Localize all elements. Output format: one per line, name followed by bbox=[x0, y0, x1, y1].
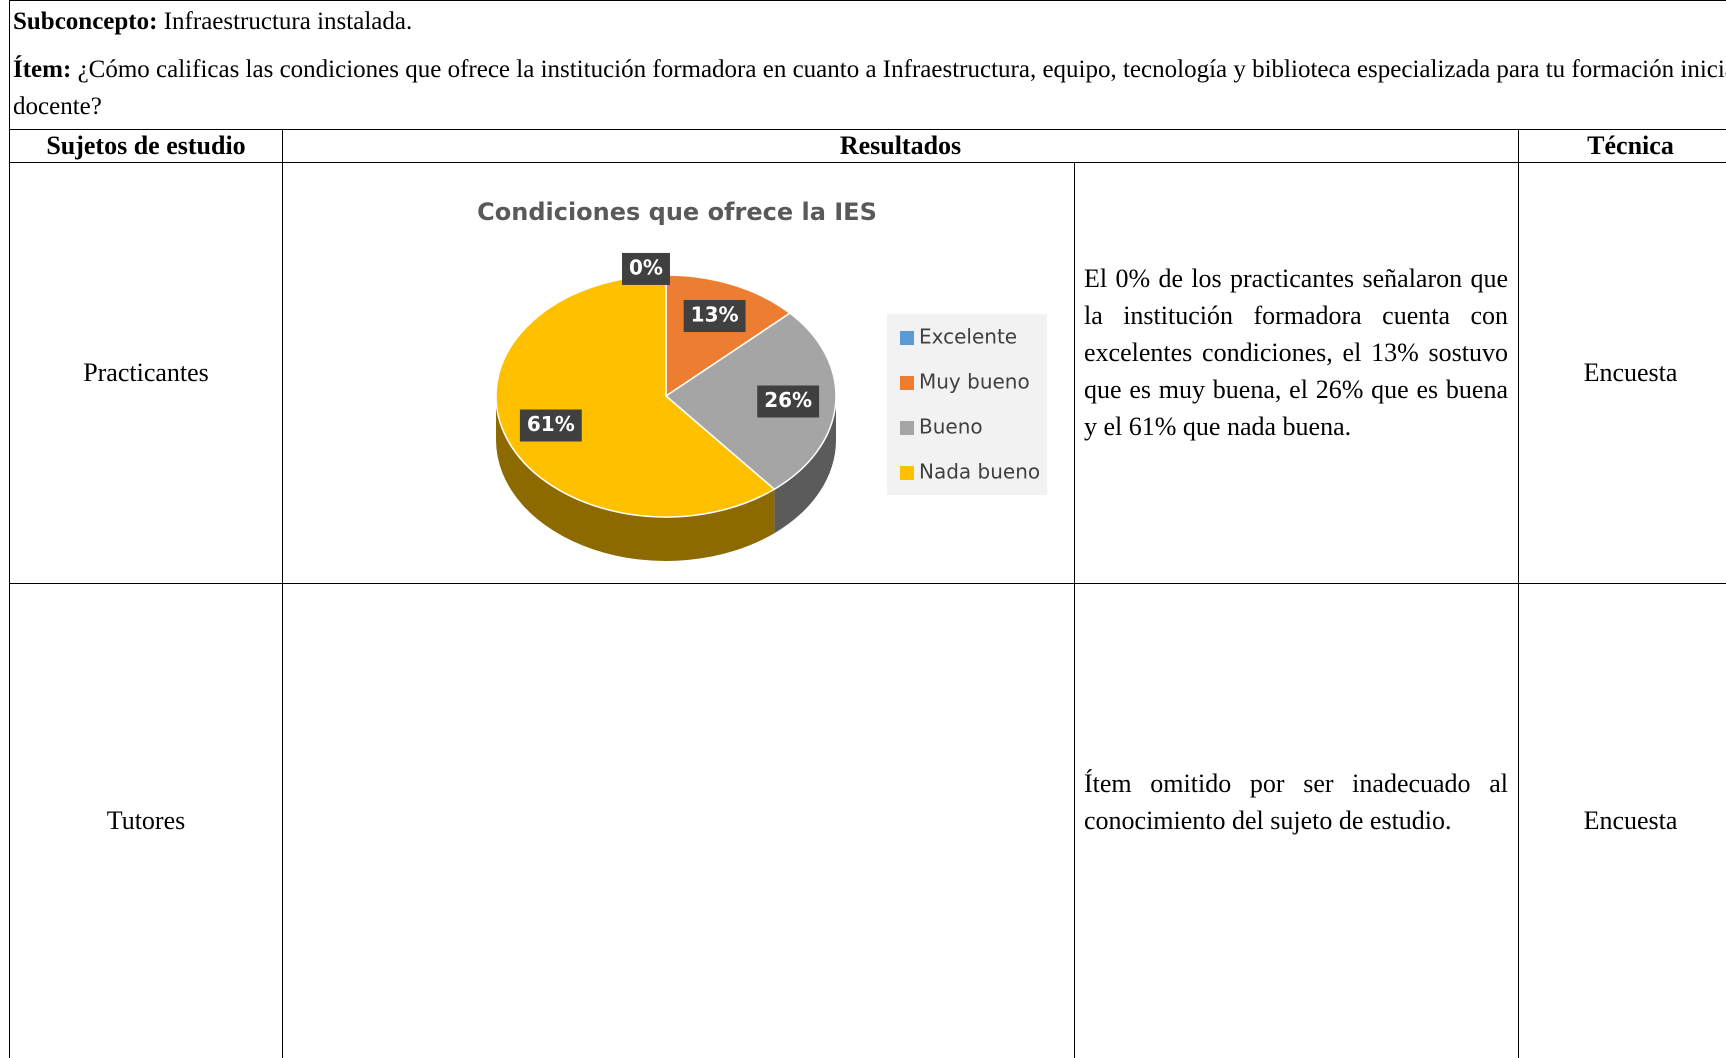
chart: Condiciones que ofrece la IES 0% 13% 26% 61%… bbox=[477, 198, 1047, 561]
border bbox=[9, 129, 1726, 130]
data-label: 0% bbox=[629, 255, 663, 279]
legend-label: Excelente bbox=[919, 325, 1017, 349]
border bbox=[9, 162, 1726, 163]
data-label-box bbox=[683, 300, 746, 333]
border bbox=[9, 0, 1726, 1]
data-label-box bbox=[519, 409, 582, 442]
data-label-box bbox=[757, 385, 820, 418]
data-label: 13% bbox=[691, 303, 739, 327]
column-header: Técnica bbox=[1587, 131, 1674, 160]
value: ¿Cómo calificas las condiciones que ofre… bbox=[13, 56, 1726, 120]
column-header: Sujetos de estudio bbox=[46, 131, 246, 160]
legend-label: Muy bueno bbox=[919, 370, 1030, 394]
border bbox=[282, 129, 283, 1058]
slice bbox=[664, 312, 837, 491]
chart-title: Condiciones que ofrece la IES bbox=[477, 198, 877, 226]
legend-label: Nada bueno bbox=[919, 460, 1040, 484]
subject: Tutores bbox=[106, 806, 186, 835]
border bbox=[9, 583, 1726, 584]
border bbox=[9, 0, 10, 1058]
border bbox=[1074, 162, 1075, 1058]
slice-side bbox=[774, 396, 837, 534]
legend-swatch bbox=[900, 376, 914, 390]
slice bbox=[495, 274, 776, 518]
value: Infraestructura instalada. bbox=[163, 8, 413, 35]
subconcept: Subconcepto: Infraestructura instalada. bbox=[13, 3, 1723, 40]
item: Ítem: ¿Cómo calificas las condiciones qu… bbox=[13, 51, 1726, 125]
legend-swatch bbox=[900, 331, 914, 345]
technique: Encuesta bbox=[1583, 358, 1678, 387]
border bbox=[1518, 129, 1519, 1058]
data-label: 26% bbox=[764, 388, 812, 412]
legend-label: Bueno bbox=[919, 415, 983, 439]
technique: Encuesta bbox=[1583, 806, 1678, 835]
data-label: 61% bbox=[527, 412, 575, 436]
label: Ítem: bbox=[13, 56, 72, 83]
label: Subconcepto: bbox=[13, 8, 158, 35]
legend-swatch bbox=[900, 466, 914, 480]
description: Ítem omitido por ser inadecuado al conoc… bbox=[1084, 769, 1508, 835]
legend-swatch bbox=[900, 421, 914, 435]
subject: Practicantes bbox=[83, 358, 209, 387]
description: El 0% de los practicantes señalaron que … bbox=[1084, 264, 1508, 441]
slice-side bbox=[496, 396, 775, 561]
data-label-box bbox=[622, 252, 670, 285]
column-header: Resultados bbox=[839, 131, 962, 160]
